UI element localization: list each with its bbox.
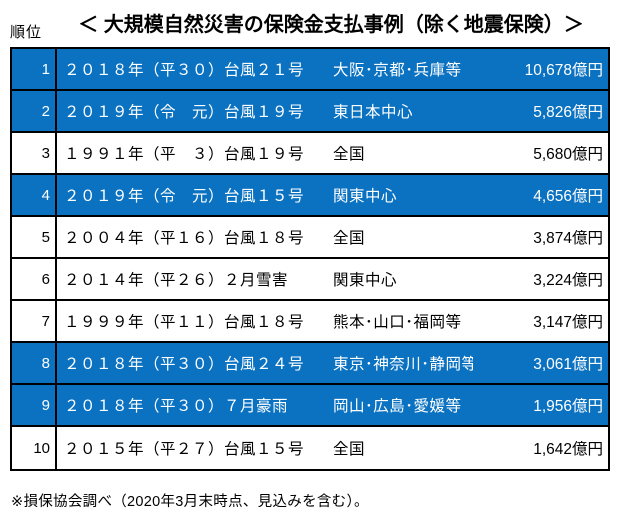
- amount-cell: 1,956億円: [533, 398, 603, 415]
- amount-cell: 3,147億円: [533, 314, 603, 331]
- rank-cell: 4: [12, 175, 57, 215]
- amount-cell: 5,680億円: [533, 146, 603, 163]
- region-cell: 東日本中心: [333, 104, 414, 121]
- disaster-cell: ２０１５年（平２７）台風１５号: [64, 441, 305, 458]
- disaster-cell: １９９９年（平１１）台風１８号: [64, 314, 305, 331]
- region-cell: 東京･神奈川･静岡等: [333, 356, 473, 373]
- rank-cell: 6: [12, 259, 57, 299]
- region-cell: 全国: [333, 441, 366, 458]
- table-row: 5 ２００４年（平１６）台風１８号 全国 3,874億円: [12, 217, 608, 259]
- amount-cell: 4,656億円: [533, 188, 603, 205]
- disaster-cell: ２０１９年（令 元）台風１５号: [64, 188, 305, 205]
- rank-cell: 9: [12, 385, 57, 425]
- disaster-cell: ２００４年（平１６）台風１８号: [64, 230, 305, 247]
- amount-cell: 3,224億円: [533, 272, 603, 289]
- disaster-cell: ２０１８年（平３０）７月豪雨: [64, 398, 289, 415]
- figure-title: ＜ 大規模自然災害の保険金支払事例（除く地震保険）＞: [78, 14, 584, 36]
- rank-cell: 8: [12, 343, 57, 383]
- region-cell: 大阪･京都･兵庫等: [333, 62, 462, 79]
- amount-cell: 3,874億円: [533, 230, 603, 247]
- rank-column-header: 順位: [10, 24, 43, 41]
- region-cell: 全国: [333, 230, 366, 247]
- table-row: 2 ２０１９年（令 元）台風１９号 東日本中心 5,826億円: [12, 91, 608, 133]
- table-row: 1 ２０１８年（平３０）台風２１号 大阪･京都･兵庫等 10,678億円: [12, 49, 608, 91]
- table-row: 10 ２０１５年（平２７）台風１５号 全国 1,642億円: [12, 427, 608, 469]
- source-note: ※損保協会調べ（2020年3月末時点、見込みを含む）。: [11, 494, 369, 510]
- region-cell: 熊本･山口･福岡等: [333, 314, 462, 331]
- disaster-cell: １９９１年（平 ３）台風１９号: [64, 146, 305, 163]
- table-row: 9 ２０１８年（平３０）７月豪雨 岡山･広島･愛媛等 1,956億円: [12, 385, 608, 427]
- disaster-payout-table: 1 ２０１８年（平３０）台風２１号 大阪･京都･兵庫等 10,678億円 2 ２…: [10, 47, 610, 471]
- amount-cell: 3,061億円: [533, 356, 603, 373]
- rank-cell: 5: [12, 217, 57, 257]
- rank-cell: 1: [12, 49, 57, 89]
- table-row: 6 ２０１４年（平２６）２月雪害 関東中心 3,224億円: [12, 259, 608, 301]
- region-cell: 関東中心: [333, 272, 398, 289]
- disaster-cell: ２０１８年（平３０）台風２４号: [64, 356, 305, 373]
- amount-cell: 10,678億円: [524, 62, 603, 79]
- table-row: 4 ２０１９年（令 元）台風１５号 関東中心 4,656億円: [12, 175, 608, 217]
- table-row: 7 １９９９年（平１１）台風１８号 熊本･山口･福岡等 3,147億円: [12, 301, 608, 343]
- disaster-cell: ２０１８年（平３０）台風２１号: [64, 62, 305, 79]
- region-cell: 岡山･広島･愛媛等: [333, 398, 462, 415]
- amount-cell: 1,642億円: [533, 441, 603, 458]
- table-row: 8 ２０１８年（平３０）台風２４号 東京･神奈川･静岡等 3,061億円: [12, 343, 608, 385]
- region-cell: 関東中心: [333, 188, 398, 205]
- amount-cell: 5,826億円: [533, 104, 603, 121]
- table-row: 3 １９９１年（平 ３）台風１９号 全国 5,680億円: [12, 133, 608, 175]
- rank-cell: 7: [12, 301, 57, 341]
- rank-cell: 3: [12, 133, 57, 173]
- disaster-cell: ２０１４年（平２６）２月雪害: [64, 272, 289, 289]
- rank-cell: 2: [12, 91, 57, 131]
- region-cell: 全国: [333, 146, 366, 163]
- rank-cell: 10: [12, 427, 57, 469]
- disaster-cell: ２０１９年（令 元）台風１９号: [64, 104, 305, 121]
